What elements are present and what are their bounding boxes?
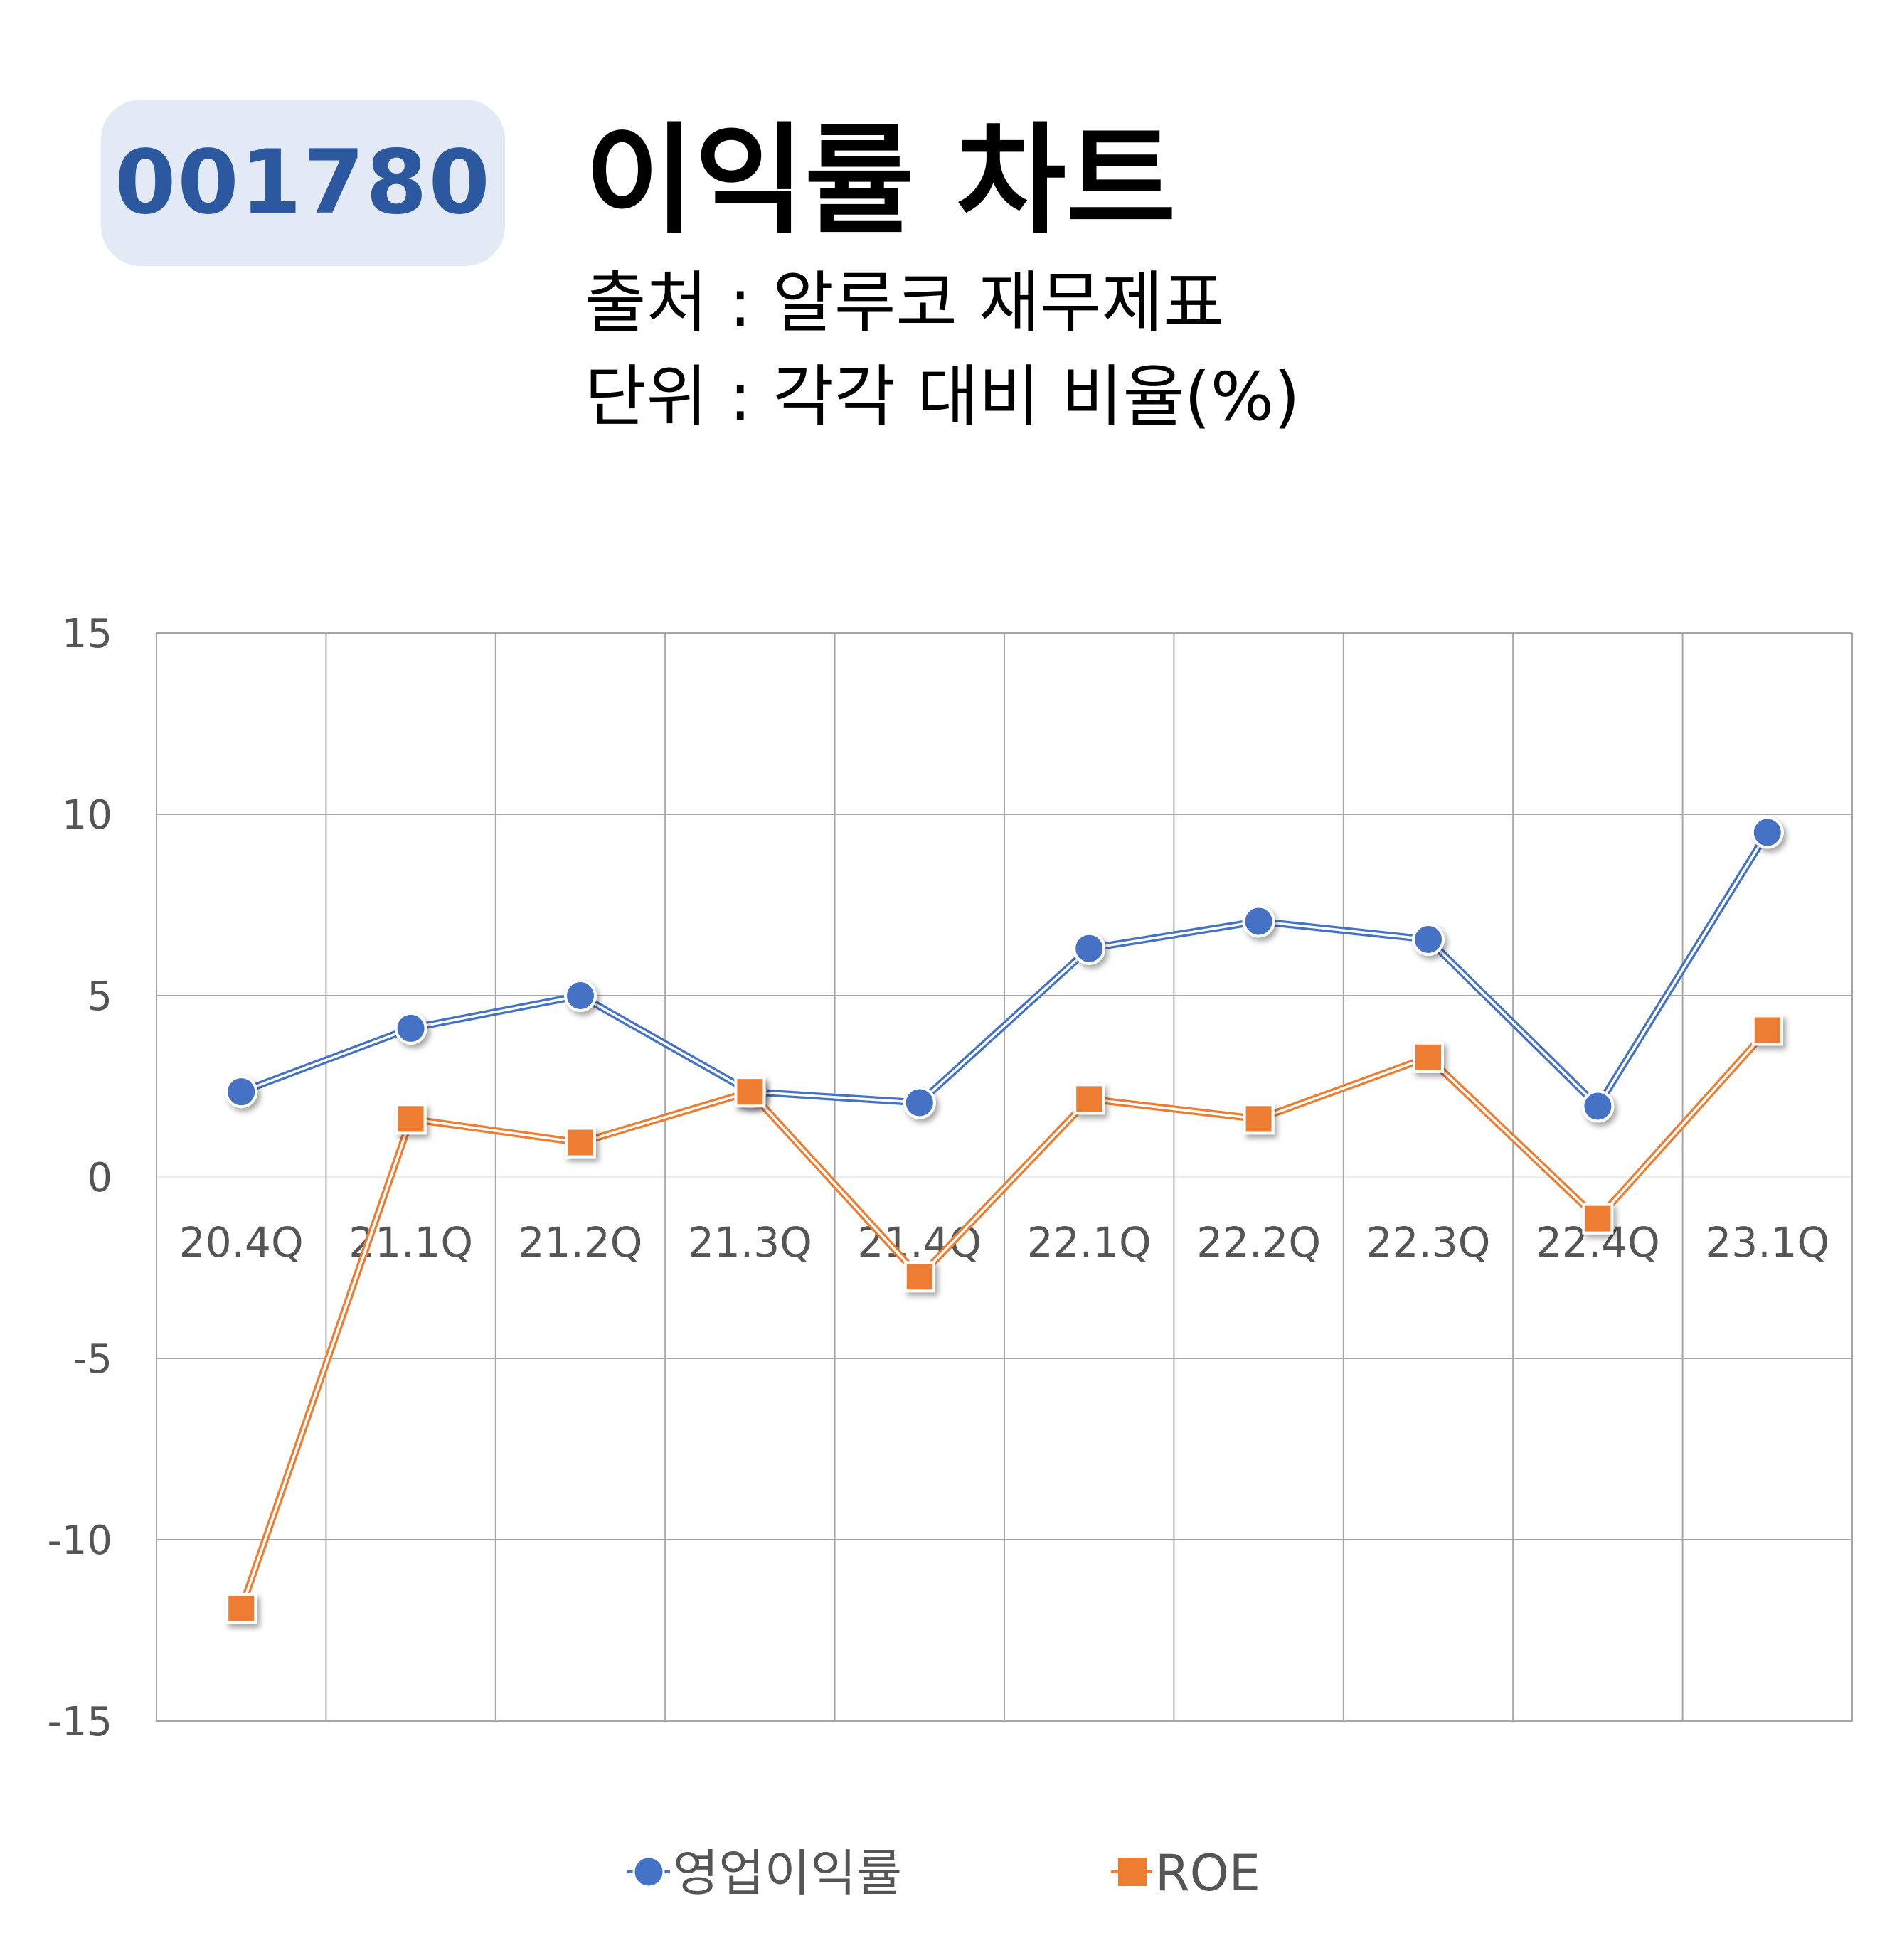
data-point-circle (1242, 905, 1275, 938)
y-tick-label: -10 (48, 1518, 112, 1564)
series-line-highlight-2 (240, 1029, 1769, 1609)
data-point-square (734, 1076, 766, 1108)
legend-label-1: 영업이익률 (673, 1844, 902, 1902)
legend-marker-circle (632, 1855, 665, 1888)
data-point-circle (394, 1011, 427, 1045)
y-tick-label: 15 (62, 611, 112, 657)
legend-marker-square (1118, 1858, 1147, 1886)
series-line-highlight-1 (240, 831, 1769, 1108)
data-point-circle (1073, 932, 1106, 965)
data-point-square (1751, 1014, 1783, 1046)
y-tick-label: 10 (62, 792, 112, 838)
data-point-square (225, 1592, 257, 1624)
y-tick-label: -5 (73, 1336, 112, 1383)
source-label: 출처 : 알루코 재무제표 (585, 265, 1225, 342)
data-point-circle (903, 1086, 936, 1119)
data-point-circle (564, 979, 597, 1012)
legend-item-2: ROE (1111, 1844, 1260, 1902)
x-tick-label: 22.2Q (1196, 1218, 1321, 1267)
data-point-circle (1581, 1090, 1615, 1123)
data-point-square (395, 1103, 427, 1135)
data-point-square (565, 1127, 596, 1159)
data-point-square (1413, 1041, 1444, 1073)
data-point-circle (1412, 922, 1445, 956)
legend-label-2: ROE (1155, 1844, 1260, 1902)
y-tick-label: 0 (87, 1155, 112, 1201)
x-tick-label: 20.4Q (179, 1218, 304, 1267)
stock-code-badge: 001780 (101, 100, 505, 266)
data-point-square (1582, 1203, 1614, 1235)
data-point-circle (225, 1075, 258, 1109)
legend-item-1: 영업이익률 (627, 1844, 902, 1902)
x-tick-label: 23.1Q (1705, 1218, 1829, 1267)
data-point-circle (1750, 816, 1784, 849)
data-point-square (1073, 1083, 1105, 1115)
x-tick-label: 21.3Q (688, 1218, 812, 1267)
chart-title: 이익률 차트 (585, 111, 1176, 250)
data-point-square (903, 1261, 935, 1293)
y-tick-label: 5 (87, 974, 112, 1020)
data-point-square (1243, 1103, 1275, 1135)
stock-code: 001780 (115, 132, 491, 234)
x-tick-label: 21.2Q (519, 1218, 643, 1267)
y-tick-label: -15 (48, 1699, 112, 1745)
unit-label: 단위 : 각각 대비 비율(%) (585, 358, 1300, 436)
x-tick-label: 22.3Q (1366, 1218, 1491, 1267)
x-tick-label: 22.1Q (1027, 1218, 1152, 1267)
